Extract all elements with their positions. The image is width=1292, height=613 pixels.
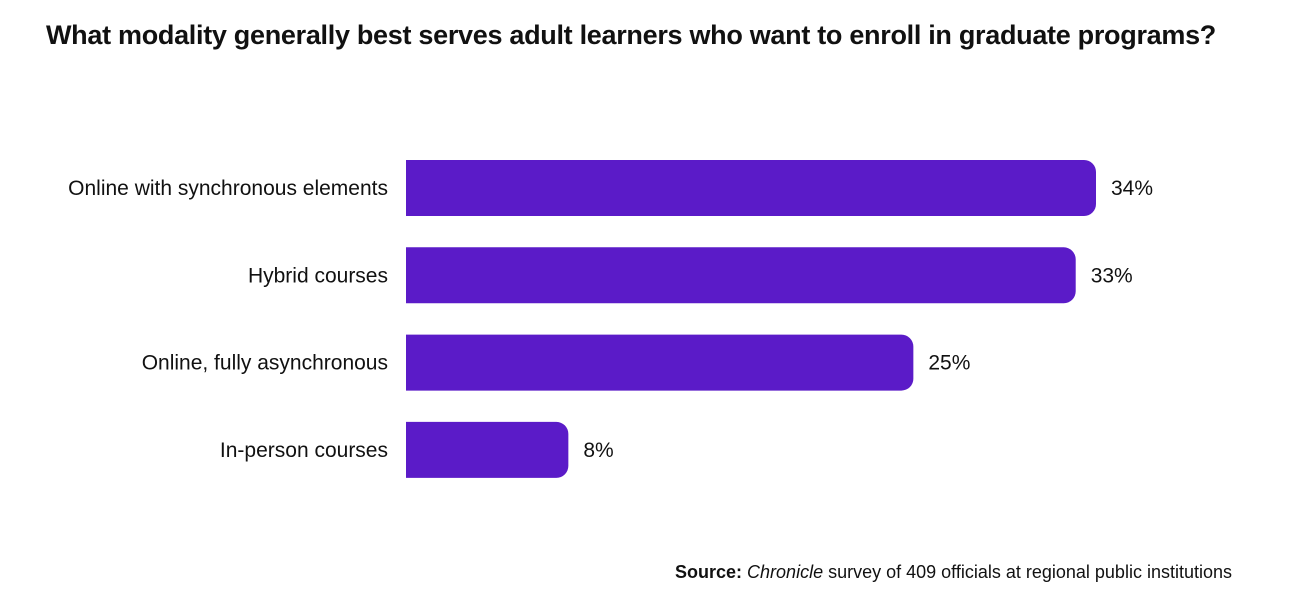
chart-title: What modality generally best serves adul… bbox=[46, 20, 1216, 50]
value-label: 34% bbox=[1111, 177, 1153, 200]
category-label: Hybrid courses bbox=[248, 264, 388, 287]
category-label: Online, fully asynchronous bbox=[142, 352, 388, 375]
bar bbox=[406, 421, 569, 478]
category-label: Online with synchronous elements bbox=[68, 177, 388, 200]
category-label: In-person courses bbox=[220, 439, 388, 462]
bar bbox=[406, 334, 914, 391]
value-label: 33% bbox=[1091, 264, 1133, 287]
source-label: Source: bbox=[675, 562, 743, 582]
value-label: 8% bbox=[583, 439, 613, 462]
source-text: survey of 409 officials at regional publ… bbox=[823, 562, 1232, 582]
value-label: 25% bbox=[928, 352, 970, 375]
source-publication: Chronicle bbox=[747, 562, 824, 582]
bar bbox=[406, 160, 1096, 216]
source-note: Source: Chronicle survey of 409 official… bbox=[675, 562, 1232, 583]
bar bbox=[406, 247, 1076, 304]
